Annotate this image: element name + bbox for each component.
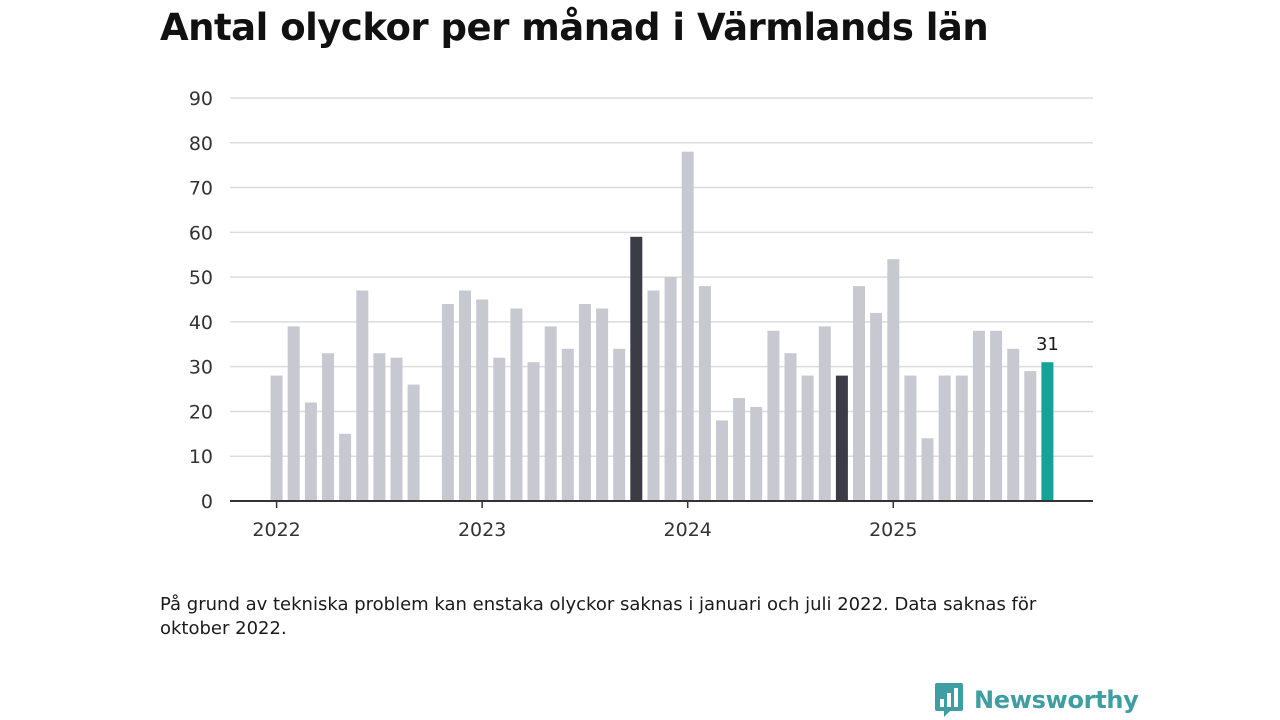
bar-2022-09[interactable] (407, 384, 420, 501)
bar-2024-06[interactable] (767, 330, 780, 501)
x-tick-label: 2023 (458, 519, 506, 541)
bar-2022-11[interactable] (441, 304, 454, 501)
bar-2022-01[interactable] (270, 375, 283, 501)
y-tick-label: 10 (189, 446, 213, 468)
y-tick-label: 0 (201, 491, 213, 513)
bars (270, 151, 1054, 502)
y-tick-label: 20 (189, 401, 213, 423)
bar-2024-08[interactable] (801, 375, 814, 501)
y-tick-label: 70 (189, 178, 213, 200)
bar-2022-02[interactable] (287, 326, 300, 501)
bar-2023-08[interactable] (596, 308, 609, 502)
bar-2022-06[interactable] (356, 290, 369, 502)
bar-2022-05[interactable] (339, 433, 352, 501)
y-tick-label: 30 (189, 357, 213, 379)
bar-2023-07[interactable] (578, 304, 591, 501)
x-axis: 2022 2023 2024 2025 (230, 500, 1093, 541)
bar-chart: 0 10 20 30 40 50 60 70 80 90 31 2022 2023 2024 2025 (189, 88, 1093, 541)
bar-2023-03[interactable] (510, 308, 523, 502)
y-tick-label: 40 (189, 312, 213, 334)
footnote: På grund av tekniska problem kan enstaka… (160, 594, 1037, 639)
bar-2022-08[interactable] (390, 357, 403, 501)
bar-2025-04[interactable] (938, 375, 951, 501)
bar-2023-02[interactable] (493, 357, 506, 501)
bar-2025-06[interactable] (972, 330, 985, 501)
data-labels: 31 (1036, 334, 1059, 355)
bar-2022-04[interactable] (322, 353, 334, 501)
chart-title: Antal olyckor per månad i Värmlands län (160, 6, 989, 49)
bar-2023-05[interactable] (544, 326, 557, 501)
bar-2023-06[interactable] (561, 348, 574, 501)
brand-logo[interactable]: Newsworthy (934, 682, 1139, 718)
bar-2024-12[interactable] (870, 312, 883, 501)
bar-2024-03[interactable] (716, 420, 728, 501)
bar-2025-03[interactable] (921, 438, 934, 501)
bar-2023-10[interactable] (630, 236, 643, 502)
bar-2024-05[interactable] (750, 407, 763, 501)
data-label: 31 (1036, 334, 1059, 355)
bar-2024-04[interactable] (733, 398, 746, 501)
x-tick-label: 2024 (664, 519, 712, 541)
bar-2024-09[interactable] (818, 326, 831, 501)
bar-2025-02[interactable] (904, 375, 917, 501)
bar-2023-11[interactable] (647, 290, 660, 502)
x-tick-label: 2022 (252, 519, 300, 541)
newsworthy-logo-icon (935, 683, 963, 717)
bar-2023-09[interactable] (613, 348, 626, 501)
brand-name: Newsworthy (974, 686, 1139, 714)
bar-2022-03[interactable] (304, 402, 317, 502)
bar-2025-07[interactable] (990, 330, 1003, 501)
bar-2023-01[interactable] (476, 299, 489, 502)
bar-2025-05[interactable] (955, 375, 968, 501)
bar-2024-10[interactable] (835, 375, 848, 501)
x-tick-label: 2025 (869, 519, 917, 541)
bar-2025-08[interactable] (1007, 348, 1020, 501)
y-axis-ticks: 0 10 20 30 40 50 60 70 80 90 (189, 88, 213, 513)
y-tick-label: 80 (189, 133, 213, 155)
bar-2022-07[interactable] (373, 353, 386, 501)
y-tick-label: 90 (189, 88, 213, 110)
bar-2024-11[interactable] (853, 286, 865, 501)
bar-2023-04[interactable] (527, 362, 540, 501)
y-tick-label: 60 (189, 222, 213, 244)
y-tick-label: 50 (189, 267, 213, 289)
bar-2024-02[interactable] (698, 286, 711, 501)
bar-2022-12[interactable] (459, 290, 471, 502)
bar-2023-12[interactable] (664, 277, 677, 501)
bar-2025-09[interactable] (1024, 371, 1037, 501)
bar-2025-10[interactable] (1041, 362, 1054, 501)
bar-2024-01[interactable] (681, 151, 694, 501)
bar-2025-01[interactable] (887, 259, 900, 501)
bar-2024-07[interactable] (784, 353, 797, 501)
